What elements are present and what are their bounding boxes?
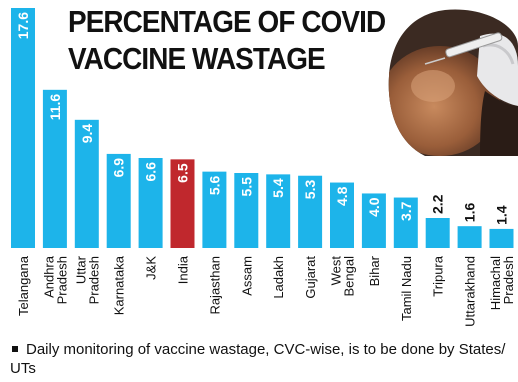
bar-13 — [425, 218, 450, 248]
category-label-15-1: Pradesh — [501, 256, 516, 304]
category-label-3-0: Karnataka — [112, 255, 127, 315]
category-label-4-0: J&K — [144, 256, 159, 280]
data-label-1: 11.6 — [47, 94, 63, 121]
category-label-10-0: West — [329, 256, 344, 286]
category-label-9-0: Gujarat — [303, 256, 318, 299]
data-label-8: 5.4 — [270, 178, 286, 198]
vaccine-injection-photo-icon — [388, 9, 518, 156]
bar-14 — [457, 226, 482, 248]
category-label-1-0: Andhra — [41, 255, 56, 298]
bar-15 — [489, 228, 514, 248]
category-label-6-0: Rajasthan — [207, 256, 222, 315]
data-label-9: 5.3 — [302, 180, 318, 200]
category-label-5-0: India — [176, 255, 191, 284]
bar-6 — [202, 171, 227, 248]
bar-2 — [74, 119, 99, 249]
data-label-6: 5.6 — [206, 175, 222, 195]
category-label-7-0: Assam — [239, 256, 254, 296]
bar-5 — [170, 159, 195, 248]
bar-7 — [234, 173, 259, 248]
category-label-8-0: Ladakh — [271, 256, 286, 299]
bar-12 — [393, 197, 418, 248]
category-label-12-0: Tamil Nadu — [399, 256, 414, 321]
bar-1 — [42, 89, 67, 249]
data-label-11: 4.0 — [366, 197, 382, 217]
bullet-icon — [12, 346, 18, 353]
category-label-13-0: Tripura — [431, 255, 446, 296]
data-label-15: 1.4 — [494, 205, 510, 225]
data-label-14: 1.6 — [462, 203, 478, 223]
category-label-0-0: Telangana — [16, 255, 31, 316]
category-label-10-1: Bengal — [342, 256, 357, 297]
chart-title-line-1: PERCENTAGE OF COVID — [68, 4, 386, 39]
bar-11 — [361, 193, 386, 248]
bar-3 — [106, 153, 131, 248]
data-label-2: 9.4 — [79, 124, 95, 144]
data-label-7: 5.5 — [238, 177, 254, 197]
category-label-14-0: Uttarakhand — [463, 256, 478, 327]
data-label-10: 4.8 — [334, 186, 350, 206]
data-label-12: 3.7 — [398, 201, 414, 221]
category-label-11-0: Bihar — [367, 255, 382, 286]
data-label-4: 6.6 — [143, 162, 159, 182]
category-label-2-0: Uttar — [73, 255, 88, 284]
chart-title-line-2: VACCINE WASTAGE — [68, 41, 326, 76]
data-label-13: 2.2 — [430, 194, 446, 214]
bar-4 — [138, 158, 163, 248]
footnote: Daily monitoring of vaccine wastage, CVC… — [10, 340, 510, 378]
bar-9 — [298, 175, 323, 248]
category-label-1-1: Pradesh — [54, 256, 69, 304]
bar-0 — [11, 8, 35, 248]
bar-10 — [330, 182, 354, 248]
data-label-3: 6.9 — [111, 158, 127, 178]
category-label-15-0: Himachal — [488, 256, 503, 310]
footnote-text: Daily monitoring of vaccine wastage, CVC… — [10, 341, 506, 377]
data-label-5: 6.5 — [175, 163, 191, 183]
category-label-2-1: Pradesh — [86, 256, 101, 304]
data-label-0: 17.6 — [15, 12, 31, 39]
bar-8 — [266, 174, 291, 248]
